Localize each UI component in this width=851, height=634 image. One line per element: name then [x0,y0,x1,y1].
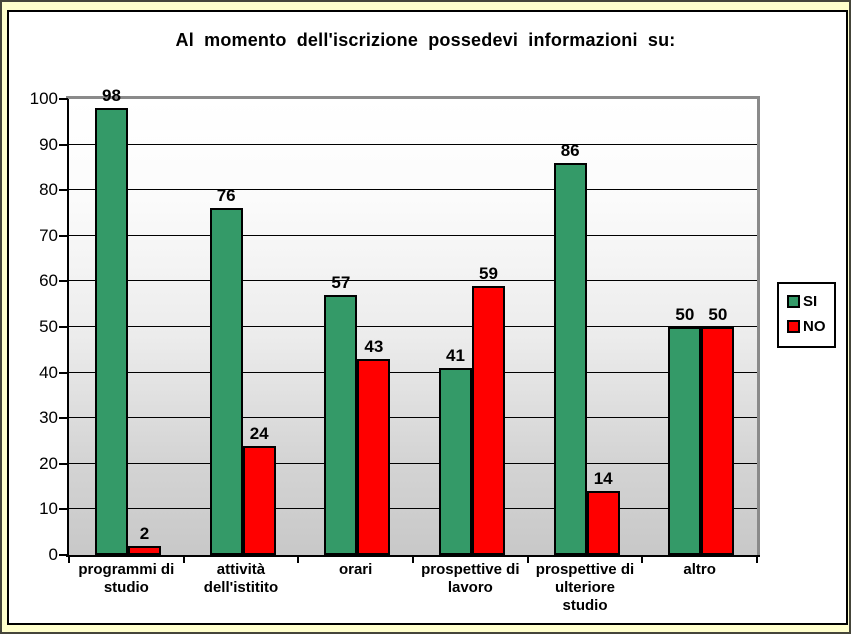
y-axis-label: 50 [39,317,58,336]
y-axis-label: 0 [48,545,58,564]
bar-no [586,491,620,555]
bar-value-label: 24 [249,424,269,443]
gridline [69,462,757,464]
y-axis-tick [59,189,68,192]
bar-si [553,163,587,555]
bar-value-label: 2 [139,524,150,543]
bar-si [209,208,243,555]
y-axis-label: 30 [39,408,58,428]
x-axis-label: prospettive di lavoro [421,561,520,596]
bar-value-label: 50 [675,305,695,324]
legend-item-no: NO [787,317,834,335]
bar-value-label: 43 [364,337,384,356]
bar-no [472,286,505,555]
bar-no [357,359,391,555]
y-axis-tick [59,280,68,283]
gridline [69,143,757,145]
bar-si [668,327,702,555]
y-axis-tick [59,326,68,328]
plot-wall-right-border [757,96,760,557]
y-axis-label: 10 [39,499,58,519]
y-axis-tick [59,371,68,374]
bar-si [324,295,358,555]
bar-no [242,446,276,555]
bar-value-label: 50 [708,305,728,324]
x-axis-label: programmi di studio [78,561,175,596]
x-axis-tick [182,555,185,563]
bar-value-label: 76 [216,186,236,205]
x-axis-tick [756,555,758,563]
plot-area [69,99,757,555]
y-axis-tick [59,554,68,556]
gridline [69,371,757,373]
bar-value-label: 14 [593,469,613,488]
y-axis-label: 40 [39,362,58,382]
bar-value-label: 57 [331,273,351,292]
bar-si [95,108,128,555]
y-axis-label: 70 [39,225,58,245]
y-axis-tick [59,143,68,146]
x-axis-tick [641,555,644,563]
bar-no [128,546,161,555]
bar-value-label: 59 [479,264,498,283]
y-axis-label: 60 [39,271,58,291]
x-axis-label: altro [683,561,716,578]
y-axis-tick [59,462,68,465]
bar-si [439,368,472,555]
x-axis-label: orari [338,561,373,578]
chart-title: Al momento dell'iscrizione possedevi inf… [175,30,676,50]
legend-swatch-si-icon [787,294,800,308]
gridline [69,326,757,327]
bar-no [701,327,735,555]
x-axis-tick [412,555,414,563]
y-axis-label: 80 [39,180,58,200]
y-axis-tick [59,508,68,511]
gridline [69,417,757,419]
plot-wall-top-border [66,96,760,99]
x-axis-label: attività dell'istitito [203,561,279,596]
y-axis-tick [59,234,68,237]
y-axis-label: 100 [29,89,58,108]
y-axis-tick [59,417,68,420]
x-axis-tick [297,555,300,563]
y-axis-line [67,99,69,555]
gridline [69,280,757,282]
bar-value-label: 41 [446,346,465,365]
x-axis-tick [68,555,70,563]
gridline [69,508,757,510]
x-axis-label: prospettive di ulteriore studio [535,561,635,614]
y-axis-label: 90 [39,134,58,154]
x-axis-tick [526,555,529,563]
gridline [69,189,757,191]
legend: SI NO [777,282,836,348]
legend-item-si: SI [787,292,834,310]
bar-value-label: 98 [102,86,121,105]
bar-value-label: 86 [560,141,580,160]
gridline [69,234,757,236]
legend-label: SI [803,292,818,310]
y-axis-label: 20 [39,453,58,473]
legend-label: NO [803,317,826,335]
y-axis-tick [59,98,68,100]
legend-swatch-no-icon [787,319,800,333]
